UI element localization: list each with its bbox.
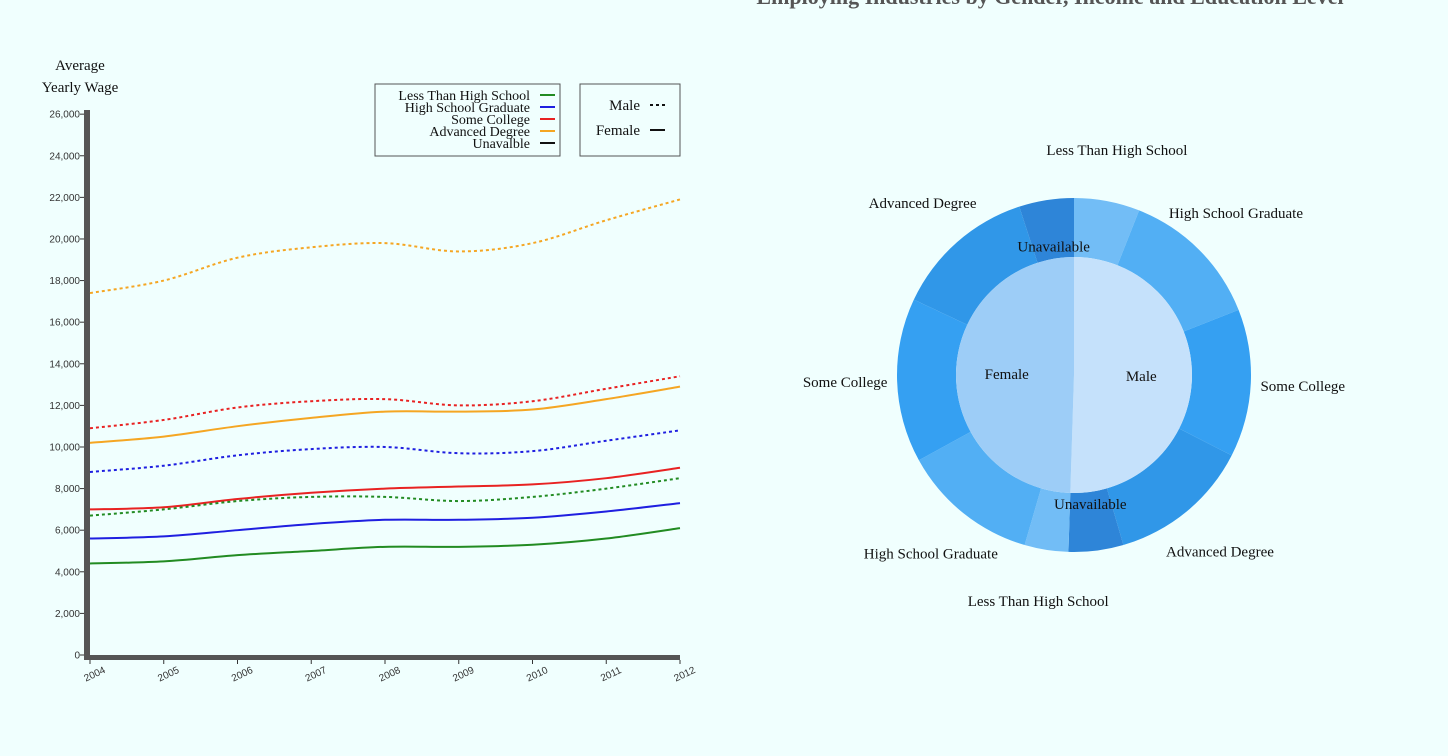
legend-entry-label: Female <box>596 123 640 139</box>
pie-outer-label: Unavailable <box>1017 240 1090 256</box>
series-line-less-than-high-school-female <box>89 527 681 565</box>
y-tick-label: 16,000 <box>49 318 80 329</box>
y-tick-label: 12,000 <box>49 401 80 412</box>
y-tick-label: 26,000 <box>49 110 80 121</box>
x-tick-label: 2007 <box>304 665 329 685</box>
pie-outer-slice-0 <box>1074 198 1140 266</box>
pie-outer-slice-8 <box>913 206 1038 325</box>
legend-entry-label: Male <box>609 98 640 114</box>
pie-inner-slice-female <box>956 257 1074 493</box>
pie-inner-ring <box>956 257 1193 493</box>
legend-gender: Male Female <box>579 83 681 157</box>
page-title: Employing Industries by Gender, Income a… <box>600 0 1448 10</box>
y-axis-line <box>84 110 90 660</box>
pie-outer-label: High School Graduate <box>864 547 998 563</box>
series-line-some-college-male <box>89 375 681 430</box>
pie-chart: Less Than High School High School Graduat… <box>803 143 1346 610</box>
y-tick-label: 20,000 <box>49 234 80 245</box>
x-tick-label: 2011 <box>599 665 624 684</box>
y-tick-label: 22,000 <box>49 193 80 204</box>
pie-inner-slice-male <box>1070 257 1193 493</box>
y-tick-label: 4,000 <box>55 567 80 578</box>
pie-outer-label: Less Than High School <box>968 594 1109 610</box>
pie-outer-slice-4 <box>1068 488 1124 552</box>
axes <box>84 110 680 660</box>
y-tick-label: 10,000 <box>49 442 80 453</box>
line-chart: Average Yearly Wage 0 2,000 4,000 6,000 8,000… <box>42 58 698 684</box>
pie-outer-slice-7 <box>897 299 971 461</box>
series-lines <box>89 198 681 565</box>
x-tick-label: 2004 <box>83 665 108 685</box>
series-line-less-than-high-school-male <box>89 477 681 517</box>
x-tick-label: 2009 <box>451 665 476 685</box>
pie-inner-label: Male <box>1126 369 1157 385</box>
x-axis-line <box>84 655 680 660</box>
y-tick-label: 24,000 <box>49 151 80 162</box>
legend-entry-label: High School Graduate <box>405 101 530 116</box>
legend-entry-label: Unavalble <box>472 137 530 152</box>
series-line-some-college-female <box>89 466 681 511</box>
pie-outer-slice-5 <box>1024 488 1071 552</box>
x-tick-label: 2010 <box>525 665 550 685</box>
x-tick-label: 2012 <box>673 665 698 685</box>
x-ticks: 2004 2005 2006 2007 2008 2009 2010 2011 2012 <box>83 660 698 684</box>
legend-box <box>374 83 561 157</box>
series-line-advanced-degree-male <box>89 198 681 295</box>
series-line-high-school-graduate-female <box>89 502 681 540</box>
legend-box <box>579 83 681 157</box>
legend-entry-label: Advanced Degree <box>429 125 530 140</box>
pie-outer-ring <box>897 198 1251 552</box>
pie-labels: Less Than High School High School Graduat… <box>803 143 1346 610</box>
pie-outer-label: Unavailable <box>1054 497 1127 513</box>
y-tick-label: 8,000 <box>55 484 80 495</box>
pie-outer-slice-2 <box>1179 309 1251 456</box>
x-tick-label: 2008 <box>378 665 403 685</box>
pie-outer-label: Some College <box>803 375 888 391</box>
pie-outer-label: Some College <box>1260 379 1345 395</box>
pie-outer-label: Advanced Degree <box>1166 544 1274 560</box>
pie-outer-slice-1 <box>1117 210 1239 332</box>
series-line-high-school-graduate-male <box>89 429 681 473</box>
y-tick-label: 2,000 <box>55 609 80 620</box>
series-line-advanced-degree-female <box>89 385 681 444</box>
legend-entry-label: Some College <box>451 113 530 128</box>
y-tick-label: 14,000 <box>49 359 80 370</box>
pie-outer-label: Less Than High School <box>1046 143 1187 159</box>
pie-outer-slice-6 <box>918 431 1042 545</box>
legend-entry-label: Less Than High School <box>398 89 530 104</box>
y-tick-label: 0 <box>74 651 80 662</box>
pie-outer-slice-3 <box>1106 428 1232 545</box>
pie-outer-label: Advanced Degree <box>869 196 977 212</box>
pie-inner-label: Female <box>985 367 1029 383</box>
y-axis-label: Average Yearly Wage <box>42 58 119 96</box>
x-tick-label: 2005 <box>156 665 181 685</box>
y-tick-label: 6,000 <box>55 526 80 537</box>
y-axis-label-line: Average <box>55 58 105 74</box>
y-axis-label-line: Yearly Wage <box>42 80 119 96</box>
pie-outer-slice-9 <box>1019 198 1074 263</box>
y-ticks: 0 2,000 4,000 6,000 8,000 10,000 12,000 14,000 1… <box>49 110 84 662</box>
pie-outer-label: High School Graduate <box>1169 206 1303 222</box>
x-tick-label: 2006 <box>230 665 255 685</box>
y-tick-label: 18,000 <box>49 276 80 287</box>
